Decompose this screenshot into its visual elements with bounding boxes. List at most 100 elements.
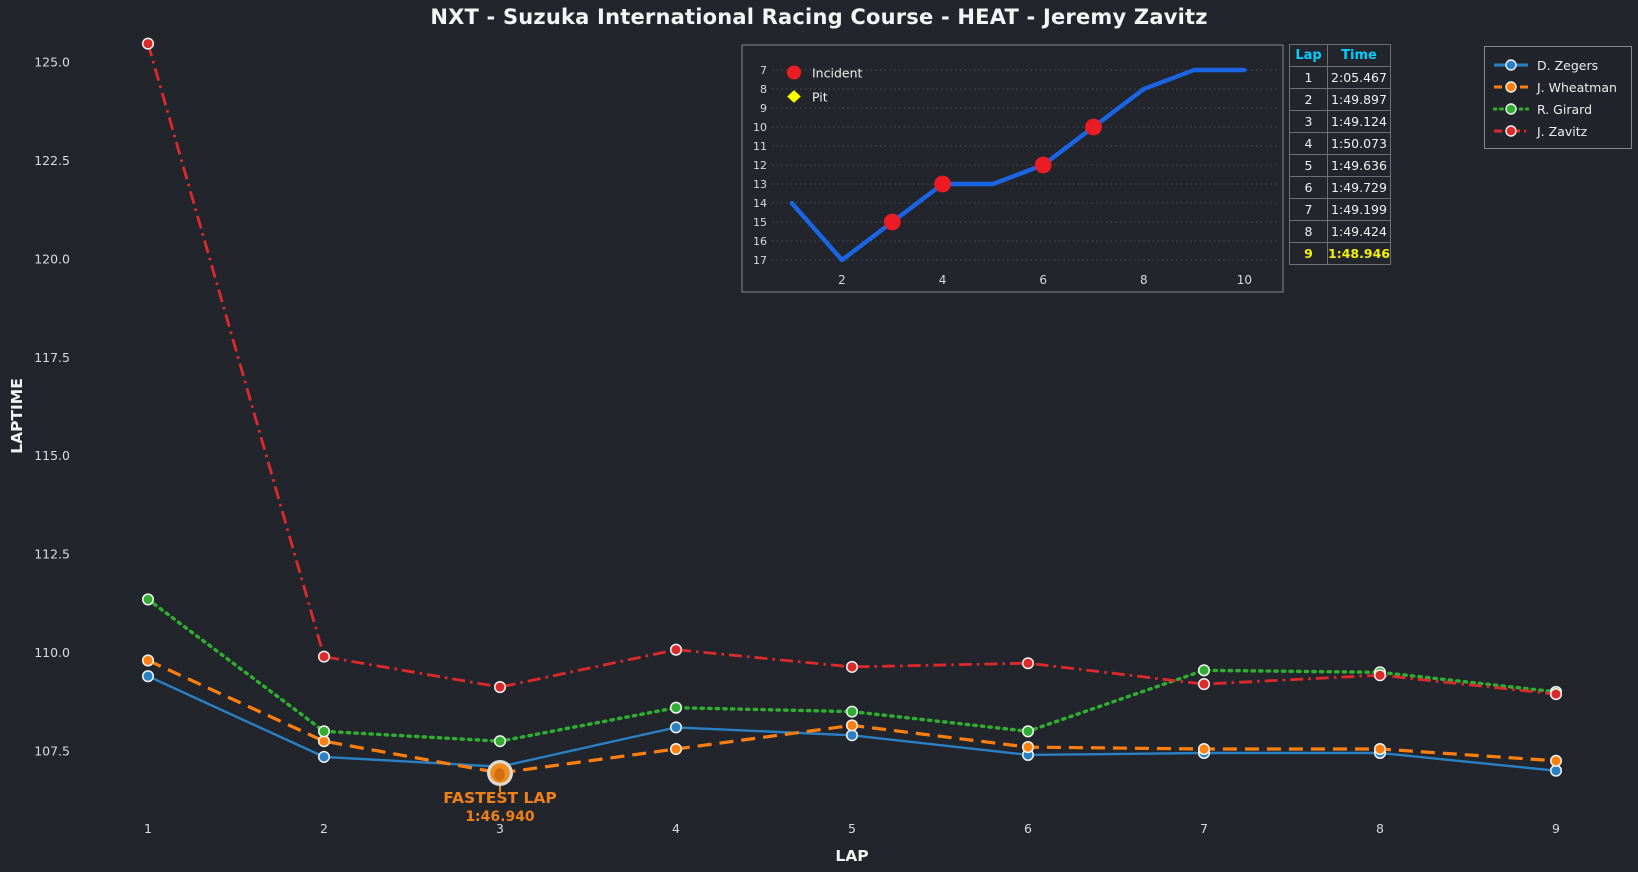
ytick-label: 122.5 — [34, 153, 70, 168]
inset-ytick-label: 9 — [760, 102, 767, 115]
lap-table-header-lap: Lap — [1289, 44, 1328, 67]
data-point-marker — [1373, 742, 1387, 756]
inset-xtick-label: 6 — [1039, 273, 1047, 287]
lap-time-cell: 1:49.729 — [1327, 176, 1391, 199]
data-point-marker — [141, 593, 155, 606]
data-point-marker — [669, 742, 683, 756]
legend-marker — [1505, 59, 1517, 71]
xtick-label: 1 — [144, 821, 152, 836]
series-j-zavitz — [141, 37, 1563, 701]
inset-ytick-label: 14 — [753, 197, 767, 210]
ytick-label: 125.0 — [34, 55, 70, 70]
incident-marker — [1085, 118, 1102, 136]
lap-number-cell: 8 — [1289, 220, 1328, 243]
legend-driver-name: R. Girard — [1537, 101, 1592, 117]
lap-table-row: 1 2:05.467 — [1289, 66, 1391, 89]
lap-table-header-time: Time — [1327, 44, 1391, 67]
fastest-lap-annotation: FASTEST LAP 1:46.940 — [443, 760, 557, 825]
data-point-marker — [1549, 754, 1563, 767]
inset-ytick-label: 15 — [753, 216, 767, 229]
legend-item-j-wheatman: J. Wheatman — [1493, 76, 1623, 98]
ytick-label: 120.0 — [34, 251, 70, 266]
data-point-marker — [317, 750, 331, 763]
data-point-marker — [141, 654, 155, 667]
inset-ytick-label: 11 — [753, 140, 767, 153]
incident-marker — [1034, 156, 1052, 174]
ytick-label: 115.0 — [34, 448, 70, 463]
data-point-marker — [1021, 741, 1035, 754]
xtick-label: 6 — [1024, 821, 1032, 836]
data-point-marker — [1197, 742, 1211, 756]
legend-marker — [1505, 103, 1517, 115]
data-point-marker — [845, 660, 859, 673]
lap-time-cell: 2:05.467 — [1327, 66, 1391, 89]
lap-time-cell: 1:48.946 — [1327, 242, 1391, 265]
legend-item-j-zavitz: J. Zavitz — [1493, 120, 1623, 142]
data-point-marker — [317, 725, 331, 738]
inset-legend: Incident Pit — [785, 65, 863, 105]
lap-time-cell: 1:49.199 — [1327, 198, 1391, 221]
inset-ytick-label: 13 — [753, 178, 767, 191]
data-point-marker — [1197, 678, 1211, 691]
data-point-marker — [317, 735, 331, 748]
data-point-marker — [1197, 664, 1211, 677]
legend-driver-name: J. Zavitz — [1537, 123, 1588, 139]
inset-position-line — [789, 67, 1247, 263]
inset-xtick-label: 2 — [838, 273, 846, 287]
data-point-marker — [845, 719, 859, 732]
incident-marker — [934, 175, 951, 193]
data-point-marker — [1549, 764, 1563, 777]
data-point-marker — [1549, 688, 1563, 701]
lap-number-cell: 3 — [1289, 110, 1328, 133]
xtick-label: 8 — [1376, 821, 1384, 836]
data-point-marker — [1021, 657, 1035, 670]
inset-ytick-label: 8 — [760, 83, 767, 96]
lap-time-cell: 1:49.636 — [1327, 154, 1391, 177]
lap-number-cell: 7 — [1289, 198, 1328, 221]
xtick-label: 2 — [320, 821, 328, 836]
inset-xtick-label: 8 — [1140, 273, 1148, 287]
fastest-lap-time: 1:46.940 — [465, 809, 535, 825]
xtick-label: 5 — [848, 821, 856, 836]
position-inset-chart: 7 8 9 10 11 12 13 14 15 16 17 2 4 6 8 10 Incident Pit — [741, 44, 1284, 293]
lap-number-cell: 6 — [1289, 176, 1328, 199]
fastest-lap-marker-core — [494, 768, 505, 781]
main-axis-ticks: 107.5 110.0 112.5 115.0 117.5 120.0 122.5 125.0… — [34, 55, 1560, 837]
legend-swatch-icon — [1494, 125, 1528, 137]
inset-ytick-label: 16 — [753, 235, 767, 248]
lap-table-row: 3 1:49.124 — [1289, 110, 1391, 133]
lap-table-row: 4 1:50.073 — [1289, 132, 1391, 155]
lap-number-cell: 4 — [1289, 132, 1328, 155]
x-axis-title: LAP — [835, 847, 868, 865]
xtick-label: 7 — [1200, 821, 1208, 836]
ytick-label: 107.5 — [34, 743, 70, 758]
legend-marker — [1505, 125, 1517, 137]
lap-time-cell: 1:49.897 — [1327, 88, 1391, 111]
inset-ytick-label: 12 — [753, 159, 767, 172]
lap-table-row: 7 1:49.199 — [1289, 198, 1391, 221]
inset-ytick-label: 7 — [760, 64, 767, 77]
lap-table-row: 8 1:49.424 — [1289, 220, 1391, 243]
ytick-label: 112.5 — [34, 547, 70, 562]
legend-swatch-icon — [1494, 59, 1528, 71]
lap-number-cell: 1 — [1289, 66, 1328, 89]
driver-legend: D. Zegers J. Wheatman R. Girard J. Zavitz — [1484, 46, 1632, 149]
legend-item-d-zegers: D. Zegers — [1493, 54, 1623, 76]
legend-driver-name: J. Wheatman — [1537, 79, 1617, 95]
xtick-label: 3 — [496, 821, 504, 836]
inset-ytick-label: 10 — [753, 121, 767, 134]
lap-time-table-grid: Lap Time 1 2:05.467 2 1:49.897 3 1:49.124 4 1:50… — [1289, 44, 1391, 265]
pit-legend-label: Pit — [812, 90, 828, 105]
lap-table-header-row: Lap Time — [1289, 44, 1391, 67]
data-point-marker — [493, 735, 507, 748]
data-point-marker — [317, 650, 331, 663]
lap-table-row: 9 1:48.946 — [1289, 242, 1391, 265]
ytick-label: 117.5 — [34, 350, 70, 365]
inset-panel — [741, 44, 1284, 293]
inset-ytick-label: 17 — [753, 254, 767, 267]
lap-time-table: Lap Time 1 2:05.467 2 1:49.897 3 1:49.124 4 1:50… — [1289, 44, 1391, 265]
data-point-marker — [669, 721, 683, 734]
lap-table-row: 2 1:49.897 — [1289, 88, 1391, 111]
legend-driver-name: D. Zegers — [1537, 57, 1599, 73]
